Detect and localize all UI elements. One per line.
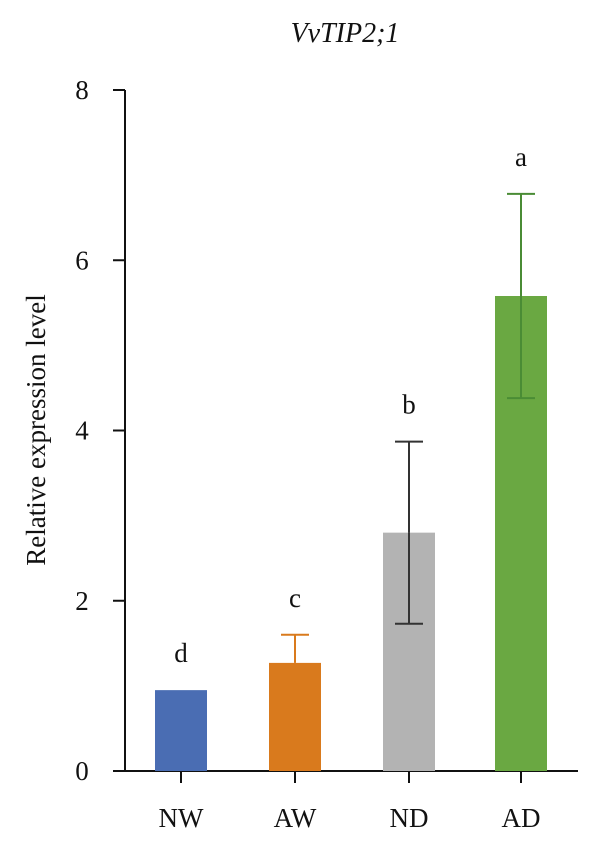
y-tick-label-0: 0 <box>75 756 89 786</box>
significance-label-ad: a <box>515 142 527 172</box>
significance-label-nd: b <box>402 390 416 420</box>
y-axis-label: Relative expression level <box>21 294 51 565</box>
bar-aw <box>269 662 321 771</box>
y-tick-label-6: 6 <box>75 245 89 275</box>
category-label-aw: AW <box>274 803 317 833</box>
plot-area: 0 2 4 6 8 d NW c AW b ND a AD <box>75 75 578 833</box>
bar-nw <box>155 690 207 771</box>
category-label-ad: AD <box>502 803 541 833</box>
category-label-nw: NW <box>159 803 204 833</box>
category-label-nd: ND <box>390 803 429 833</box>
y-tick-label-8: 8 <box>75 75 89 105</box>
significance-label-nw: d <box>174 638 188 668</box>
y-tick-label-4: 4 <box>75 416 89 446</box>
chart-title: VvTIP2;1 <box>291 18 400 49</box>
y-tick-label-2: 2 <box>75 586 89 616</box>
significance-label-aw: c <box>289 583 301 613</box>
